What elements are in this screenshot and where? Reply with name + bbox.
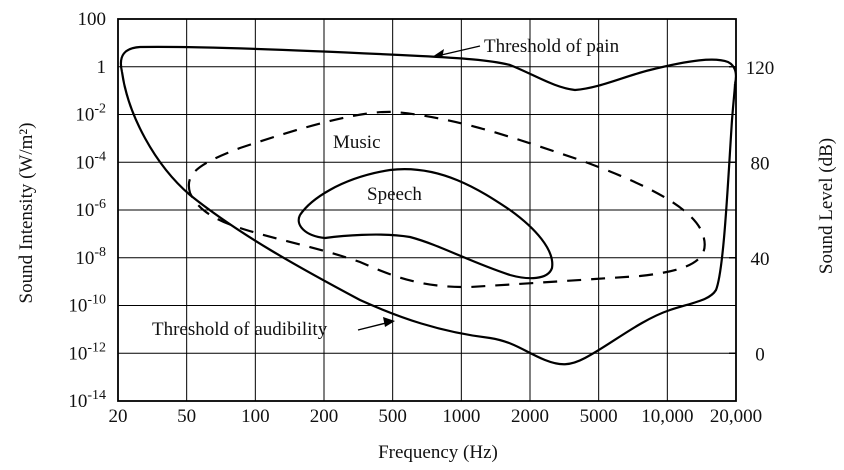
- label-music: Music: [333, 132, 381, 153]
- y-tick-label: 10-8: [75, 245, 106, 269]
- series-threshold-of-pain: [119, 45, 737, 92]
- y-right-tick-label: 0: [755, 344, 765, 365]
- y-tick-label: 10-4: [75, 149, 106, 173]
- y-axis-title-right: Sound Level (dB): [816, 138, 837, 274]
- x-tick-label: 500: [378, 406, 407, 427]
- x-tick-label: 20: [109, 406, 128, 427]
- y-tick-label: 10-14: [68, 388, 106, 412]
- x-tick-label: 10,000: [641, 406, 693, 427]
- chart-curves: [119, 45, 737, 366]
- x-tick-label: 20,000: [710, 406, 762, 427]
- y-tick-label: 10-10: [68, 293, 106, 317]
- chart-grid: [118, 19, 736, 401]
- x-tick-label: 100: [241, 406, 270, 427]
- x-tick-label: 2000: [511, 406, 549, 427]
- annotations: Threshold of pain Threshold of audibilit…: [152, 36, 620, 340]
- x-tick-label: 1000: [442, 406, 480, 427]
- y-right-tick-labels: 0 40 80 120: [729, 58, 775, 365]
- arrowhead-threshold-of-audibility: [383, 317, 395, 327]
- series-speech: [297, 168, 554, 280]
- y-tick-label: 10-6: [75, 197, 106, 221]
- x-tick-label: 200: [310, 406, 339, 427]
- label-speech: Speech: [367, 184, 422, 205]
- y-tick-label: 10-2: [75, 102, 106, 126]
- y-right-tick-label: 80: [751, 153, 770, 174]
- series-music: [187, 110, 706, 289]
- plot-frame: [117, 18, 737, 402]
- x-axis-title: Frequency (Hz): [378, 442, 498, 463]
- x-tick-label: 50: [177, 406, 196, 427]
- x-tick-label: 5000: [580, 406, 618, 427]
- series-threshold-of-audibility: [120, 71, 737, 366]
- label-threshold-of-pain: Threshold of pain: [484, 36, 620, 57]
- y-tick-label: 100: [78, 9, 107, 30]
- y-axis-title-left: Sound Intensity (W/m²): [16, 123, 37, 304]
- y-tick-label: 10-12: [68, 340, 106, 364]
- y-tick-labels: 10-14 10-12 10-10 10-8 10-6 10-4 10-2 1 100: [68, 9, 106, 412]
- y-right-tick-label: 120: [746, 58, 775, 79]
- arrow-threshold-of-pain: [436, 45, 481, 57]
- y-right-tick-label: 40: [751, 249, 770, 270]
- label-threshold-of-audibility: Threshold of audibility: [152, 319, 328, 340]
- y-tick-label: 1: [97, 57, 107, 78]
- x-tick-labels: 20 50 100 200 500 1000 2000 5000 10,000 20,000: [109, 406, 763, 427]
- arrowhead-threshold-of-pain: [432, 49, 444, 58]
